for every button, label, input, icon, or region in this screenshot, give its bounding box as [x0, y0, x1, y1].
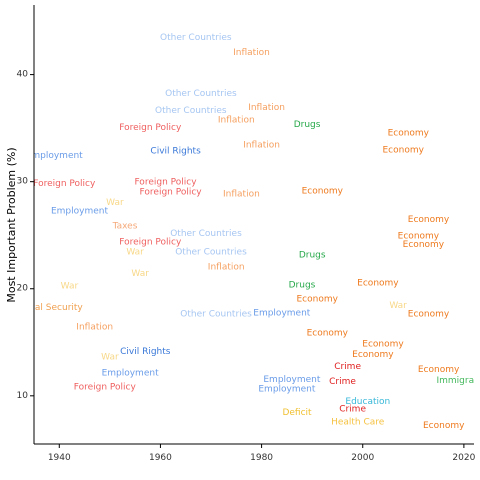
point-label-employment: Employment	[263, 375, 321, 385]
point-label-foreign-policy: Foreign Policy	[119, 123, 182, 133]
point-label-economy: Economy	[352, 350, 394, 360]
point-label-employment: Employment	[51, 207, 109, 217]
point-label-deficit: Deficit	[282, 408, 312, 418]
point-label-war: War	[131, 269, 149, 279]
point-label-other-countries: Other Countries	[155, 106, 227, 116]
point-label-crime: Crime	[329, 377, 356, 387]
point-label-war: War	[389, 301, 407, 311]
point-label-inflation: Inflation	[248, 103, 285, 113]
point-label-foreign-policy: Foreign Policy	[33, 179, 96, 189]
point-label-crime: Crime	[334, 362, 361, 372]
point-label-war: War	[61, 282, 79, 292]
point-label-immigration: Immigration	[436, 376, 480, 386]
point-label-crime: Crime	[339, 405, 366, 415]
point-label-economy: Economy	[408, 309, 450, 319]
point-label-other-countries: Other Countries	[160, 33, 232, 43]
point-label-economy: Economy	[388, 129, 430, 139]
point-label-civil-rights: Civil Rights	[150, 147, 201, 157]
point-label-employment: Employment	[102, 368, 160, 378]
point-label-war: War	[101, 352, 119, 362]
point-label-health-care: Health Care	[331, 418, 385, 428]
y-tick-label: 10	[17, 391, 29, 401]
point-label-employment: Employment	[253, 308, 311, 318]
point-label-foreign-policy: Foreign Policy	[74, 382, 137, 392]
point-label-other-countries: Other Countries	[175, 247, 247, 257]
point-label-economy: Economy	[382, 146, 424, 156]
point-label-economy: Economy	[423, 421, 465, 431]
point-label-inflation: Inflation	[223, 190, 260, 200]
point-label-economy: Economy	[362, 339, 404, 349]
x-tick-label: 2000	[351, 453, 374, 463]
point-label-economy: Economy	[408, 215, 450, 225]
point-label-inflation: Inflation	[218, 116, 255, 126]
x-tick-label: 1960	[149, 453, 172, 463]
point-label-civil-rights: Civil Rights	[120, 347, 171, 357]
y-tick-label: 40	[17, 70, 29, 80]
point-label-economy: Economy	[307, 329, 349, 339]
point-label-inflation: Inflation	[76, 322, 113, 332]
point-label-economy: Economy	[403, 240, 445, 250]
point-label-economy: Economy	[398, 231, 440, 241]
point-label-foreign-policy: Foreign Policy	[119, 238, 182, 248]
point-label-other-countries: Other Countries	[180, 309, 252, 319]
axes	[33, 5, 474, 445]
point-label-inflation: Inflation	[233, 48, 270, 58]
point-label-other-countries: Other Countries	[165, 89, 237, 99]
point-label-drugs: Drugs	[294, 120, 321, 130]
point-label-economy: Economy	[418, 365, 460, 375]
point-label-drugs: Drugs	[289, 281, 316, 291]
point-label-economy: Economy	[296, 295, 338, 305]
point-label-employment: Employment	[258, 384, 316, 394]
point-label-economy: Economy	[302, 186, 344, 196]
point-label-inflation: Inflation	[243, 140, 280, 150]
point-label-economy: Economy	[357, 278, 399, 288]
y-tick-label: 20	[17, 284, 29, 294]
x-tick-label: 2020	[452, 453, 475, 463]
y-tick-label: 30	[17, 177, 29, 187]
y-axis-title: Most Important Problem (%)	[5, 147, 18, 302]
point-label-inflation: Inflation	[208, 262, 245, 272]
point-label-foreign-policy: Foreign Policy	[140, 187, 203, 197]
point-label-taxes: Taxes	[112, 222, 138, 232]
x-tick-label: 1980	[250, 453, 273, 463]
point-label-war: War	[106, 198, 124, 208]
point-label-national-security: National Security	[5, 303, 83, 313]
point-label-foreign-policy: Foreign Policy	[134, 178, 197, 188]
point-label-war: War	[126, 247, 144, 257]
x-tick-label: 1940	[48, 453, 71, 463]
point-label-education: Education	[345, 397, 390, 407]
point-label-employment: Employment	[26, 151, 84, 161]
axis-ticks: 1940 1960 1980 2000 2020 10 20 30 40	[17, 70, 476, 463]
point-label-other-countries: Other Countries	[170, 229, 242, 239]
point-label-drugs: Drugs	[299, 251, 326, 261]
